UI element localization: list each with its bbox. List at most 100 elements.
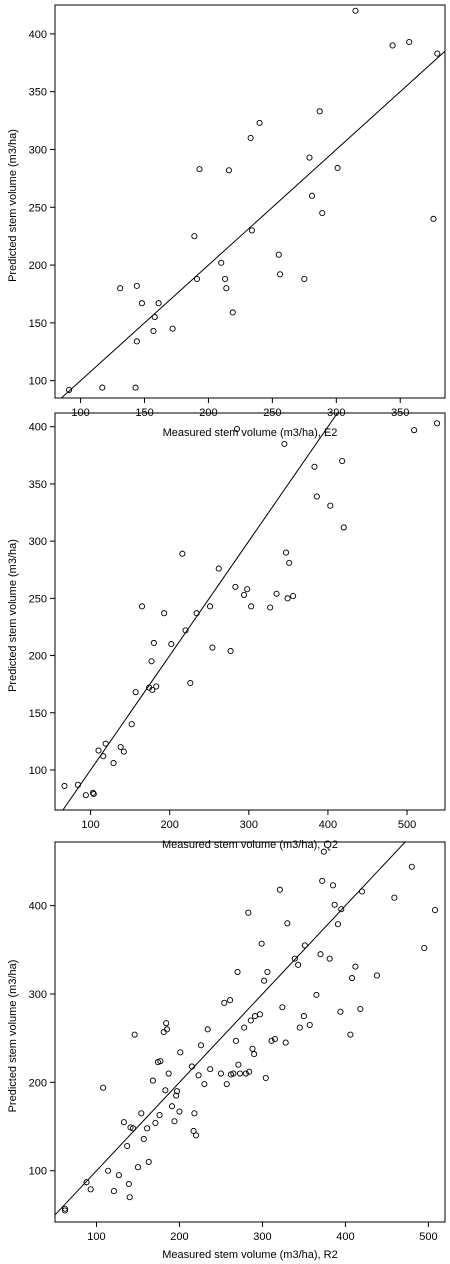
data-point [373,972,381,979]
data-point [125,1180,132,1188]
y-tick-label: 100 [29,376,47,388]
y-tick-label: 350 [29,87,47,99]
data-point [286,559,293,566]
data-point [156,1112,163,1119]
data-point [234,968,241,975]
data-point [337,1008,344,1015]
data-point [133,338,140,345]
one-to-one-line [62,413,339,810]
data-point [134,1164,142,1171]
data-point [276,886,283,893]
data-point [218,259,225,266]
data-point [352,963,359,970]
data-point [193,610,200,617]
data-point [296,1024,303,1031]
one-to-one-line [60,50,445,398]
data-point [169,325,176,332]
data-point [273,590,280,597]
data-point [95,747,102,754]
data-point [209,644,216,651]
y-tick-label: 250 [29,202,47,214]
data-point [191,1110,198,1117]
data-point [327,502,334,509]
data-point [124,1142,131,1150]
data-point [150,639,157,647]
data-point [140,1135,147,1142]
y-tick-label: 400 [29,901,47,913]
data-point [267,604,274,611]
data-point [149,686,156,693]
data-point [268,1037,275,1044]
data-point [223,1081,230,1088]
data-point [90,790,97,798]
data-point [110,1188,117,1195]
data-point [284,595,291,602]
data-point [248,227,255,234]
data-point [102,740,109,747]
x-axis-label: Measured stem volume (m3/ha), E2 [163,427,338,439]
data-point [262,1074,269,1082]
data-point [163,1020,170,1027]
data-point [349,975,356,982]
data-point [83,1179,90,1186]
data-point [129,1125,137,1132]
data-point [182,627,189,634]
data-point [148,658,155,665]
data-point [132,689,139,696]
chart-1: 100 150 200 250 300 350100150200250300350400M… [7,4,446,439]
data-point [157,1058,164,1065]
y-tick-label: 200 [29,651,47,663]
x-axis-label: Measured stem volume (m3/ha), Q2 [162,839,338,851]
data-point [99,384,106,391]
data-point [217,1070,225,1077]
data-point [408,863,415,870]
data-point [279,1004,286,1011]
data-point [115,1172,122,1179]
x-tick-label: 100 [81,819,99,831]
y-tick-label: 300 [29,144,47,156]
data-point [291,955,298,962]
y-axis-label: Predicted stem volume (m3/ha) [7,960,19,1113]
data-point [110,760,117,767]
data-point [334,921,342,928]
data-point [241,591,248,598]
data-point [128,721,135,728]
y-tick-label: 150 [29,318,47,330]
data-point [282,1039,289,1046]
data-point [227,997,234,1004]
y-tick-label: 250 [29,593,47,605]
data-point [188,1063,195,1070]
x-tick-label: 500 [419,1231,437,1243]
y-tick-label: 400 [29,422,47,434]
data-point [282,549,290,556]
x-axis-label: Measured stem volume (m3/ha), R2 [162,1249,337,1261]
chart-2: 100 200 300 400 500 100 150 200 250 300 350 400 Meas… [7,412,446,851]
data-point [132,384,139,391]
data-point [230,1070,237,1077]
data-point [100,1084,107,1091]
data-point [338,906,345,913]
data-point [306,1021,313,1028]
data-point [246,1068,253,1075]
data-point [204,1026,211,1033]
data-point [301,942,308,949]
plot-frame [54,4,446,399]
data-point [251,1013,259,1020]
data-point [340,524,347,531]
x-tick-label: 300 [240,819,258,831]
data-point [193,1132,200,1139]
data-point [149,1077,156,1084]
data-point [232,583,239,590]
data-point [207,1066,214,1073]
data-point [225,167,232,174]
data-point [232,1037,239,1044]
data-point [155,300,162,307]
data-point [245,909,252,916]
data-point [201,1081,208,1088]
data-point [295,961,302,968]
y-tick-label: 350 [29,479,47,491]
x-tick-label: 200 [161,819,179,831]
data-point [105,1167,112,1174]
y-tick-label: 150 [29,708,47,720]
